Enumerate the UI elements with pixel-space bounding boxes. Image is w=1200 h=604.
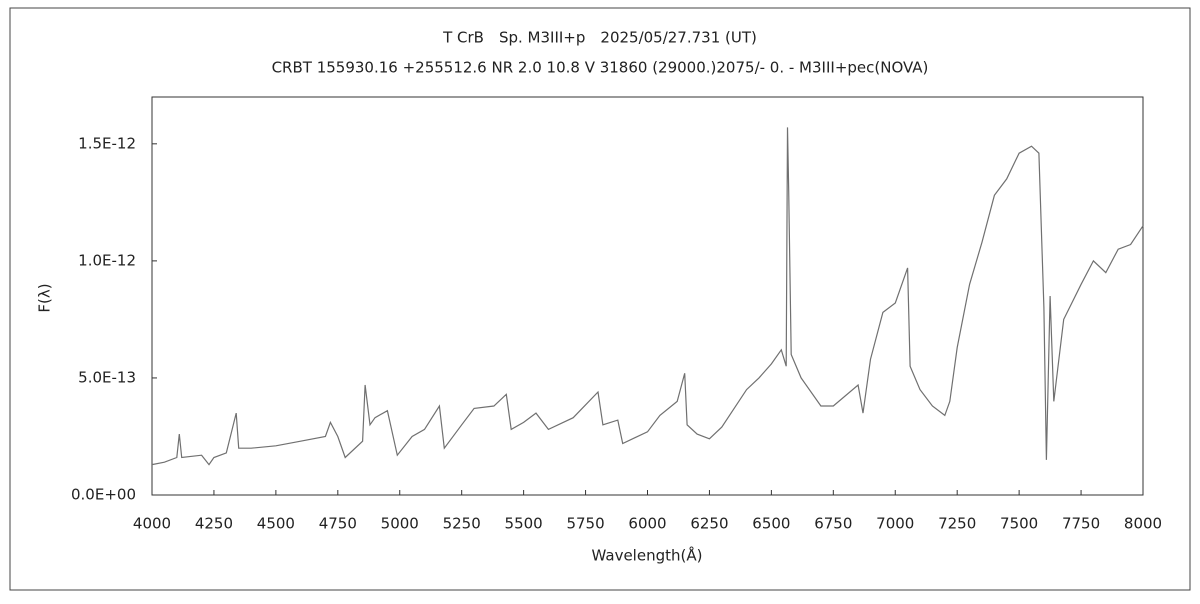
y-tick-label: 1.5E-12	[78, 134, 136, 152]
x-tick-label: 8000	[1124, 515, 1162, 533]
x-tick-label: 5250	[443, 515, 481, 533]
y-tick-label: 0.0E+00	[71, 486, 136, 504]
x-tick-label: 5000	[381, 515, 419, 533]
frame	[9, 7, 1191, 591]
x-tick-label: 7750	[1062, 515, 1100, 533]
x-tick-label: 6500	[752, 515, 790, 533]
chart-subtitle: CRBT 155930.16 +255512.6 NR 2.0 10.8 V 3…	[272, 59, 929, 77]
x-tick-label: 7500	[1000, 515, 1038, 533]
x-tick-label: 7250	[938, 515, 976, 533]
x-tick-label: 6250	[690, 515, 728, 533]
x-tick-label: 4750	[319, 515, 357, 533]
plot-area	[151, 96, 1144, 496]
x-axis-label: Wavelength(Å)	[592, 546, 703, 565]
x-tick-label: 4500	[257, 515, 295, 533]
chart-title: T CrB Sp. M3III+p 2025/05/27.731 (UT)	[442, 29, 757, 47]
x-tick-label: 7000	[876, 515, 914, 533]
x-tick-label: 6750	[814, 515, 852, 533]
spectrum-line	[151, 127, 1144, 466]
x-tick-label: 4250	[195, 515, 233, 533]
y-tick-label: 5.0E-13	[78, 368, 136, 386]
y-axis-label: F(λ)	[36, 283, 54, 312]
x-tick-label: 4000	[133, 515, 171, 533]
x-tick-label: 5750	[566, 515, 604, 533]
x-tick-label: 5500	[505, 515, 543, 533]
x-tick-label: 6000	[628, 515, 666, 533]
y-tick-label: 1.0E-12	[78, 251, 136, 269]
